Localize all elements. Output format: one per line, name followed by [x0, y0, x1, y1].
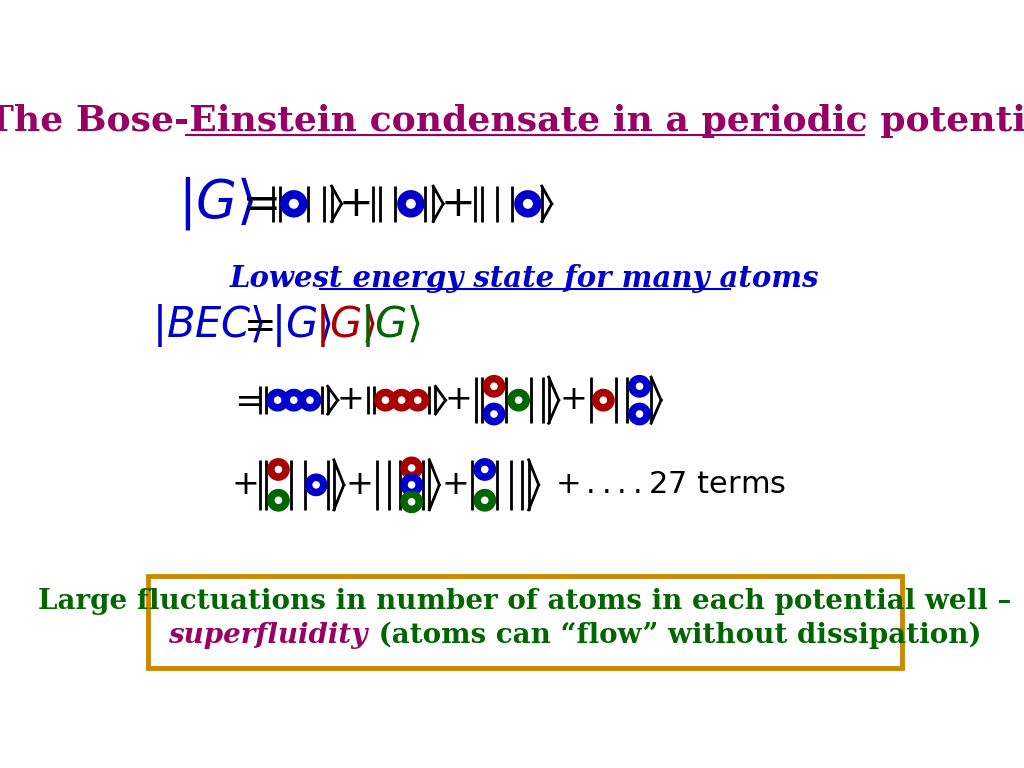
- Circle shape: [515, 191, 541, 216]
- Circle shape: [407, 462, 417, 473]
- Circle shape: [475, 490, 495, 510]
- Text: $=$: $=$: [232, 181, 279, 227]
- Circle shape: [398, 191, 423, 216]
- Circle shape: [634, 381, 645, 392]
- Circle shape: [598, 395, 608, 406]
- Text: $+$: $+$: [558, 384, 585, 416]
- Circle shape: [396, 395, 407, 406]
- Circle shape: [300, 390, 319, 410]
- Circle shape: [407, 497, 417, 507]
- Text: $|BEC\rangle$: $|BEC\rangle$: [153, 302, 264, 349]
- Circle shape: [630, 376, 649, 396]
- Text: $+$: $+$: [336, 384, 362, 416]
- Text: The Bose-Einstein condensate in a periodic potential: The Bose-Einstein condensate in a period…: [0, 104, 1024, 138]
- Text: (atoms can “flow” without dissipation): (atoms can “flow” without dissipation): [370, 621, 982, 649]
- Text: Lowest energy state for many atoms: Lowest energy state for many atoms: [230, 264, 819, 293]
- Circle shape: [289, 395, 299, 406]
- Circle shape: [284, 390, 304, 410]
- Circle shape: [282, 191, 306, 216]
- Circle shape: [391, 390, 412, 410]
- Text: $+$: $+$: [443, 384, 470, 416]
- Text: $|G\rangle$: $|G\rangle$: [178, 175, 255, 232]
- Text: Large fluctuations in number of atoms in each potential well –: Large fluctuations in number of atoms in…: [38, 588, 1012, 615]
- Circle shape: [288, 197, 300, 210]
- Circle shape: [488, 409, 500, 419]
- Circle shape: [479, 495, 489, 505]
- Circle shape: [413, 395, 423, 406]
- FancyBboxPatch shape: [147, 576, 902, 668]
- Text: $|G\rangle$: $|G\rangle$: [315, 302, 376, 349]
- Circle shape: [634, 409, 645, 419]
- Circle shape: [305, 395, 315, 406]
- Text: $+$: $+$: [344, 468, 371, 501]
- Circle shape: [479, 464, 489, 475]
- Text: $|G\rangle$: $|G\rangle$: [360, 302, 421, 349]
- Text: $+$: $+$: [440, 468, 467, 501]
- Text: superfluidity: superfluidity: [168, 621, 368, 648]
- Text: $+$: $+$: [440, 183, 472, 225]
- Circle shape: [521, 197, 535, 210]
- Circle shape: [268, 459, 289, 479]
- Circle shape: [407, 480, 417, 490]
- Text: $=$: $=$: [237, 307, 274, 344]
- Circle shape: [401, 492, 422, 511]
- Circle shape: [268, 490, 289, 510]
- Circle shape: [484, 376, 504, 396]
- Circle shape: [484, 404, 504, 424]
- Circle shape: [272, 395, 283, 406]
- Circle shape: [401, 475, 422, 495]
- Circle shape: [306, 475, 326, 495]
- Text: $+$: $+$: [231, 468, 258, 501]
- Circle shape: [267, 390, 288, 410]
- Circle shape: [376, 390, 395, 410]
- Circle shape: [475, 459, 495, 479]
- Text: $+$: $+$: [339, 183, 371, 225]
- Circle shape: [513, 395, 524, 406]
- Circle shape: [404, 197, 417, 210]
- Circle shape: [401, 458, 422, 478]
- Circle shape: [273, 495, 284, 505]
- Circle shape: [630, 404, 649, 424]
- Circle shape: [593, 390, 613, 410]
- Circle shape: [380, 395, 390, 406]
- Text: $=$: $=$: [226, 383, 262, 417]
- Text: $|G\rangle$: $|G\rangle$: [270, 302, 332, 349]
- Text: $+\,....27\ \mathrm{terms}$: $+\,....27\ \mathrm{terms}$: [555, 469, 786, 501]
- Circle shape: [408, 390, 428, 410]
- Circle shape: [488, 381, 500, 392]
- Circle shape: [273, 464, 284, 475]
- Circle shape: [509, 390, 528, 410]
- Circle shape: [311, 480, 322, 490]
